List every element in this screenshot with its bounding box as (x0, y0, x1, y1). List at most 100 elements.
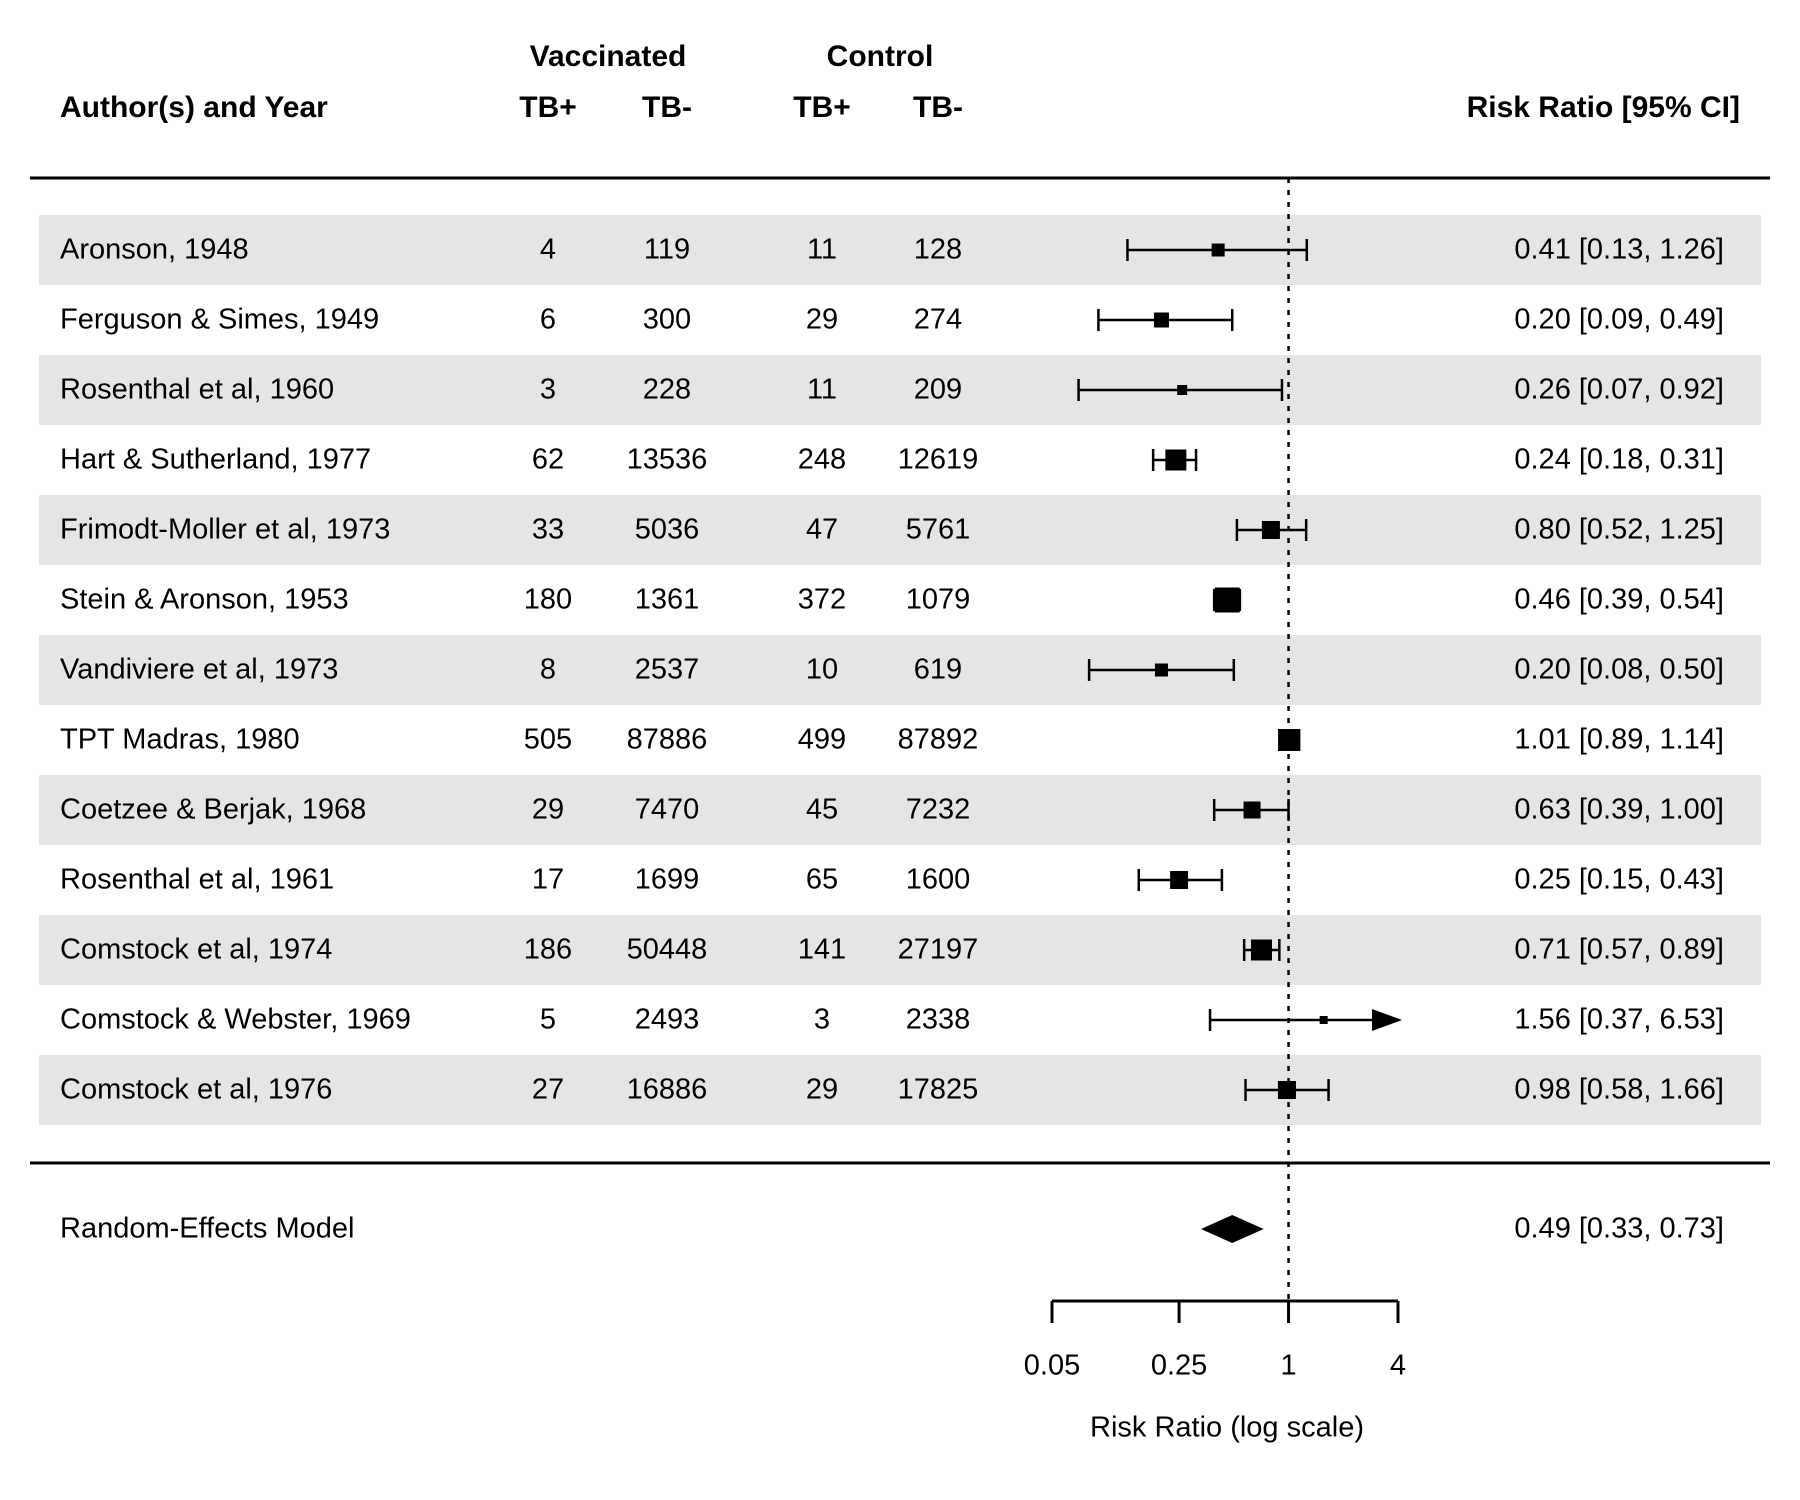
study-control-tb-neg: 128 (913, 233, 963, 266)
study-control-tb-pos: 47 (805, 513, 839, 546)
study-control-tb-pos: 248 (797, 443, 847, 476)
row-band (39, 775, 1761, 845)
point-marker (1243, 801, 1261, 819)
study-author: Rosenthal et al, 1960 (60, 373, 335, 406)
summary-risk-ratio-value: 0.49 [0.33, 0.73] (1514, 1212, 1724, 1245)
study-author: Comstock et al, 1976 (60, 1073, 333, 1106)
point-marker (1250, 939, 1272, 961)
study-risk-ratio-value: 0.26 [0.07, 0.92] (1514, 373, 1724, 406)
x-axis-tick-label: 4 (1389, 1349, 1407, 1382)
study-risk-ratio-value: 0.25 [0.15, 0.43] (1514, 863, 1724, 896)
x-axis-tick-label: 0.05 (1023, 1349, 1081, 1382)
column-group-control: Control (826, 40, 934, 73)
study-author: TPT Madras, 1980 (60, 723, 300, 756)
study-control-tb-neg: 12619 (897, 443, 979, 476)
study-control-tb-neg: 87892 (897, 723, 979, 756)
study-vaccinated-tb-neg: 87886 (626, 723, 708, 756)
study-vaccinated-tb-neg: 5036 (634, 513, 700, 546)
study-control-tb-neg: 5761 (905, 513, 971, 546)
point-marker (1261, 521, 1280, 539)
study-risk-ratio-value: 0.20 [0.08, 0.50] (1514, 653, 1724, 686)
study-vaccinated-tb-pos: 4 (539, 233, 557, 266)
study-vaccinated-tb-pos: 29 (531, 793, 565, 826)
study-vaccinated-tb-neg: 2493 (634, 1003, 700, 1036)
study-control-tb-neg: 209 (913, 373, 963, 406)
column-group-vaccinated: Vaccinated (529, 40, 687, 73)
point-marker (1154, 663, 1168, 677)
study-control-tb-pos: 10 (805, 653, 839, 686)
point-marker (1319, 1016, 1328, 1024)
study-control-tb-pos: 29 (805, 303, 839, 336)
study-vaccinated-tb-pos: 27 (531, 1073, 565, 1106)
study-author: Comstock et al, 1974 (60, 933, 333, 966)
study-control-tb-neg: 2338 (905, 1003, 971, 1036)
study-vaccinated-tb-neg: 1361 (634, 583, 700, 616)
study-vaccinated-tb-pos: 8 (539, 653, 557, 686)
study-vaccinated-tb-pos: 186 (523, 933, 573, 966)
point-marker (1170, 871, 1189, 889)
study-vaccinated-tb-neg: 119 (643, 233, 691, 266)
point-marker (1214, 587, 1240, 613)
column-header-risk-ratio: Risk Ratio [95% CI] (1466, 91, 1740, 124)
study-control-tb-pos: 65 (805, 863, 839, 896)
study-vaccinated-tb-neg: 1699 (634, 863, 700, 896)
study-vaccinated-tb-neg: 50448 (626, 933, 708, 966)
study-risk-ratio-value: 0.80 [0.52, 1.25] (1514, 513, 1724, 546)
point-marker (1278, 729, 1301, 751)
summary-diamond (1201, 1215, 1264, 1243)
study-risk-ratio-value: 0.63 [0.39, 1.00] (1514, 793, 1724, 826)
study-control-tb-neg: 1600 (905, 863, 971, 896)
study-vaccinated-tb-neg: 7470 (634, 793, 700, 826)
study-control-tb-pos: 3 (813, 1003, 831, 1036)
study-control-tb-neg: 17825 (897, 1073, 979, 1106)
axis-title: Risk Ratio (log scale) (1090, 1411, 1364, 1444)
row-band (39, 1055, 1761, 1125)
column-header-vaccinated-tb-pos: TB+ (519, 91, 577, 124)
x-axis-tick-label: 1 (1280, 1349, 1297, 1382)
column-header-vaccinated-tb-neg: TB- (642, 91, 692, 124)
study-control-tb-pos: 499 (797, 723, 847, 756)
study-author: Comstock & Webster, 1969 (60, 1003, 411, 1036)
study-control-tb-neg: 619 (913, 653, 963, 686)
study-control-tb-pos: 11 (806, 373, 838, 406)
study-vaccinated-tb-neg: 228 (642, 373, 692, 406)
study-control-tb-pos: 372 (797, 583, 847, 616)
row-band (39, 355, 1761, 425)
study-control-tb-pos: 141 (797, 933, 847, 966)
study-risk-ratio-value: 1.56 [0.37, 6.53] (1514, 1003, 1724, 1036)
study-control-tb-pos: 45 (805, 793, 839, 826)
study-vaccinated-tb-pos: 6 (539, 303, 557, 336)
study-risk-ratio-value: 0.20 [0.09, 0.49] (1514, 303, 1724, 336)
study-risk-ratio-value: 0.71 [0.57, 0.89] (1514, 933, 1724, 966)
study-control-tb-neg: 27197 (897, 933, 979, 966)
point-marker (1277, 1081, 1296, 1099)
column-header-author: Author(s) and Year (60, 91, 328, 124)
row-band (39, 215, 1761, 285)
study-vaccinated-tb-pos: 5 (539, 1003, 557, 1036)
x-axis-tick-label: 0.25 (1150, 1349, 1208, 1382)
study-vaccinated-tb-neg: 2537 (634, 653, 700, 686)
row-band (39, 635, 1761, 705)
study-control-tb-neg: 7232 (905, 793, 971, 826)
study-author: Frimodt-Moller et al, 1973 (60, 513, 391, 546)
study-risk-ratio-value: 0.98 [0.58, 1.66] (1514, 1073, 1724, 1106)
study-control-tb-pos: 11 (806, 233, 838, 266)
study-risk-ratio-value: 1.01 [0.89, 1.14] (1514, 723, 1724, 756)
study-risk-ratio-value: 0.46 [0.39, 0.54] (1514, 583, 1724, 616)
study-vaccinated-tb-pos: 3 (539, 373, 557, 406)
row-band (39, 915, 1761, 985)
point-marker (1211, 243, 1225, 257)
study-author: Coetzee & Berjak, 1968 (60, 793, 367, 826)
study-vaccinated-tb-pos: 62 (531, 443, 565, 476)
study-vaccinated-tb-neg: 16886 (626, 1073, 708, 1106)
study-vaccinated-tb-pos: 180 (523, 583, 573, 616)
study-vaccinated-tb-neg: 300 (642, 303, 692, 336)
study-control-tb-neg: 274 (913, 303, 963, 336)
study-control-tb-pos: 29 (805, 1073, 839, 1106)
study-vaccinated-tb-pos: 505 (523, 723, 573, 756)
ci-arrow (1372, 1009, 1402, 1031)
row-band (39, 495, 1761, 565)
study-vaccinated-tb-pos: 33 (531, 513, 565, 546)
point-marker (1153, 312, 1169, 328)
